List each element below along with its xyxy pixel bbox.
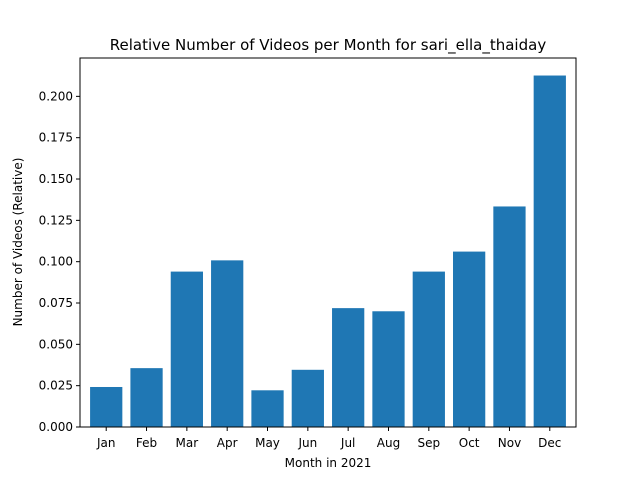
x-tick-label: Apr <box>217 436 238 450</box>
x-tick-label: Nov <box>498 436 521 450</box>
bar-sep <box>412 271 445 427</box>
x-tick-label: Sep <box>418 436 441 450</box>
plot-frame <box>79 57 577 428</box>
y-axis-ticks: 0.000 0.025 0.050 0.075 0.100 0.125 0.150 0.175… <box>39 89 80 434</box>
bars-layer <box>90 75 566 427</box>
x-tick-label: May <box>255 436 280 450</box>
x-tick-label: Dec <box>538 436 561 450</box>
bar-mar <box>170 271 203 427</box>
y-tick-label: 0.175 <box>39 131 73 145</box>
x-axis-ticks: Jan Feb Mar Apr May Jun Jul Aug Sep Oct Nov Dec <box>96 427 561 450</box>
bar-aug <box>372 311 405 427</box>
y-tick-label: 0.100 <box>39 255 73 269</box>
bar-feb <box>130 368 163 427</box>
bar-jan <box>90 386 123 427</box>
x-axis-label: Month in 2021 <box>285 456 372 470</box>
bar-may <box>251 390 284 427</box>
y-axis-label: Number of Videos (Relative) <box>11 158 25 327</box>
x-tick-label: Jun <box>297 436 317 450</box>
x-tick-label: Feb <box>136 436 157 450</box>
y-tick-label: 0.025 <box>39 379 73 393</box>
y-tick-label: 0.000 <box>39 420 73 434</box>
x-tick-label: Mar <box>176 436 199 450</box>
x-tick-label: Jan <box>96 436 116 450</box>
y-tick-label: 0.075 <box>39 296 73 310</box>
x-tick-label: Oct <box>459 436 480 450</box>
y-tick-label: 0.050 <box>39 337 73 351</box>
y-tick-label: 0.200 <box>39 89 73 103</box>
x-tick-label: Jul <box>340 436 355 450</box>
chart-title: Relative Number of Videos per Month for … <box>110 36 547 55</box>
bar-nov <box>493 206 526 427</box>
x-tick-label: Aug <box>377 436 400 450</box>
bar-dec <box>533 75 566 427</box>
bar-apr <box>211 260 244 427</box>
bar-jun <box>291 369 324 427</box>
y-tick-label: 0.125 <box>39 213 73 227</box>
bar-oct <box>453 251 486 427</box>
bar-jul <box>332 308 365 427</box>
y-tick-label: 0.150 <box>39 172 73 186</box>
